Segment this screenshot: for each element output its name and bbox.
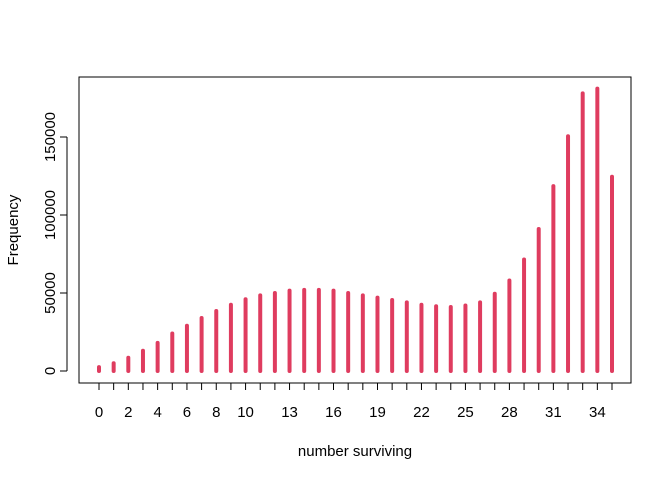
bars-group: [97, 86, 614, 373]
x-tick-label-25: 25: [457, 404, 474, 421]
x-tick-label-6: 6: [183, 404, 191, 421]
y-axis: 0 50000 100000 150000: [42, 112, 68, 375]
y-tick-label-150000: 150000: [42, 112, 59, 162]
x-tick-label-10: 10: [237, 404, 254, 421]
x-tick-label-34: 34: [589, 404, 606, 421]
x-tick-label-19: 19: [369, 404, 386, 421]
x-tick-label-4: 4: [153, 404, 161, 421]
y-axis-label: Frequency: [5, 194, 22, 265]
y-tick-label-50000: 50000: [42, 272, 59, 314]
x-tick-label-2: 2: [124, 404, 132, 421]
x-tick-label-22: 22: [413, 404, 430, 421]
x-axis: 0 2 4 6 8 10 13 16 19 22 25 28 31 34: [95, 382, 613, 421]
x-tick-label-28: 28: [501, 404, 518, 421]
x-tick-label-0: 0: [95, 404, 103, 421]
x-tick-label-31: 31: [545, 404, 562, 421]
plot-box: [78, 76, 632, 384]
x-axis-label: number surviving: [298, 443, 412, 460]
x-tick-label-13: 13: [281, 404, 298, 421]
x-tick-label-8: 8: [212, 404, 220, 421]
y-tick-label-100000: 100000: [42, 190, 59, 240]
y-tick-label-0: 0: [42, 367, 59, 375]
x-tick-label-16: 16: [325, 404, 342, 421]
